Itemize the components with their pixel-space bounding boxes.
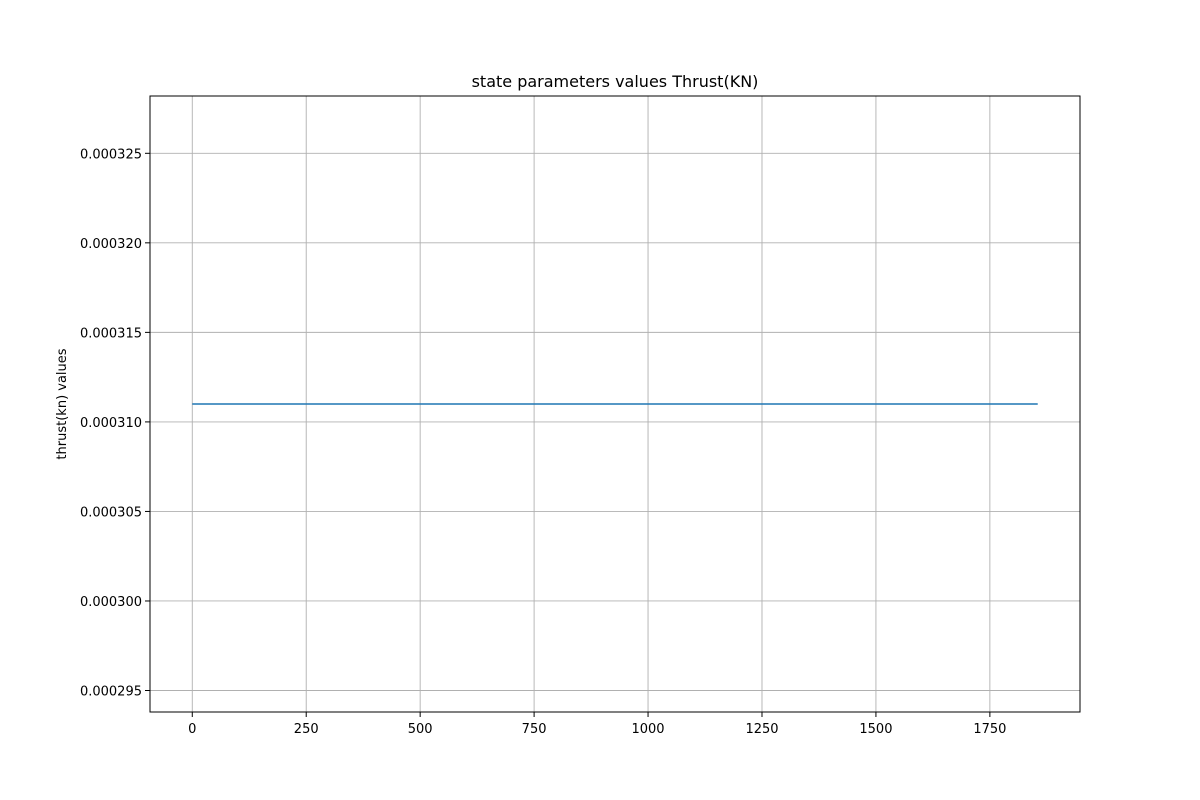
x-tick-label: 500 bbox=[408, 722, 433, 737]
y-tick-label: 0.000325 bbox=[80, 147, 142, 162]
x-tick-label: 1000 bbox=[631, 722, 664, 737]
y-tick-label: 0.000310 bbox=[80, 416, 142, 431]
x-tick-label: 0 bbox=[188, 722, 196, 737]
x-tick-label: 1500 bbox=[859, 722, 892, 737]
y-tick-label: 0.000315 bbox=[80, 326, 142, 341]
y-tick-label: 0.000320 bbox=[80, 237, 142, 252]
x-tick-label: 250 bbox=[294, 722, 319, 737]
x-axis: 0 250 500 750 1000 1250 1500 1750 bbox=[188, 712, 1006, 737]
chart-title: state parameters values Thrust(KN) bbox=[472, 72, 759, 91]
x-tick-label: 1250 bbox=[745, 722, 778, 737]
y-tick-label: 0.000295 bbox=[80, 685, 142, 700]
y-axis-label: thrust(kn) values bbox=[55, 348, 70, 459]
y-tick-label: 0.000300 bbox=[80, 595, 142, 610]
y-axis: 0.000295 0.000300 0.000305 0.000310 0.000315… bbox=[80, 147, 150, 700]
plot-frame bbox=[149, 95, 1081, 713]
x-tick-label: 750 bbox=[522, 722, 547, 737]
x-tick-label: 1750 bbox=[973, 722, 1006, 737]
y-tick-label: 0.000305 bbox=[80, 505, 142, 520]
